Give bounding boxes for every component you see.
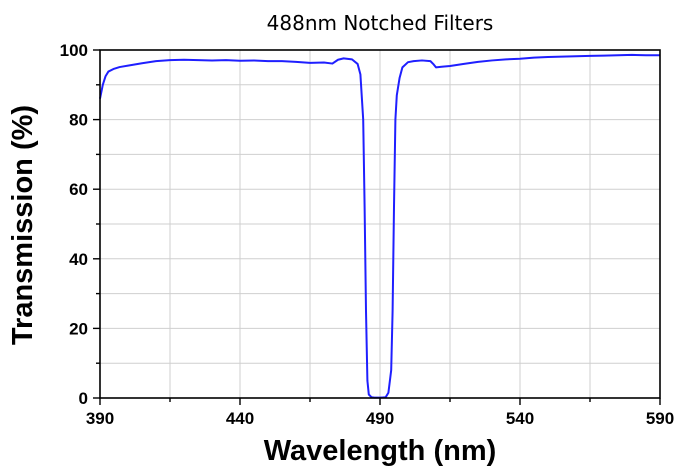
y-tick-label: 60 xyxy=(69,180,88,199)
x-axis-label: Wavelength (nm) xyxy=(264,435,497,467)
x-tick-label: 540 xyxy=(506,409,534,428)
y-tick-label: 40 xyxy=(69,250,88,269)
grid-lines xyxy=(100,50,660,398)
x-tick-label: 440 xyxy=(226,409,254,428)
y-tick-label: 80 xyxy=(69,111,88,130)
y-tick-label: 0 xyxy=(79,389,88,408)
x-tick-labels: 390 440 490 540 590 xyxy=(86,409,674,428)
tick-marks xyxy=(93,49,661,405)
y-axis-label: Transmission (%) xyxy=(7,105,39,345)
y-tick-label: 20 xyxy=(69,319,88,338)
x-tick-label: 390 xyxy=(86,409,114,428)
plot-frame xyxy=(99,49,661,399)
x-tick-label: 590 xyxy=(646,409,674,428)
chart-title: 488nm Notched Filters xyxy=(267,11,494,35)
y-tick-label: 100 xyxy=(60,41,88,60)
x-tick-label: 490 xyxy=(366,409,394,428)
y-tick-labels: 0 20 40 60 80 100 xyxy=(60,41,88,408)
